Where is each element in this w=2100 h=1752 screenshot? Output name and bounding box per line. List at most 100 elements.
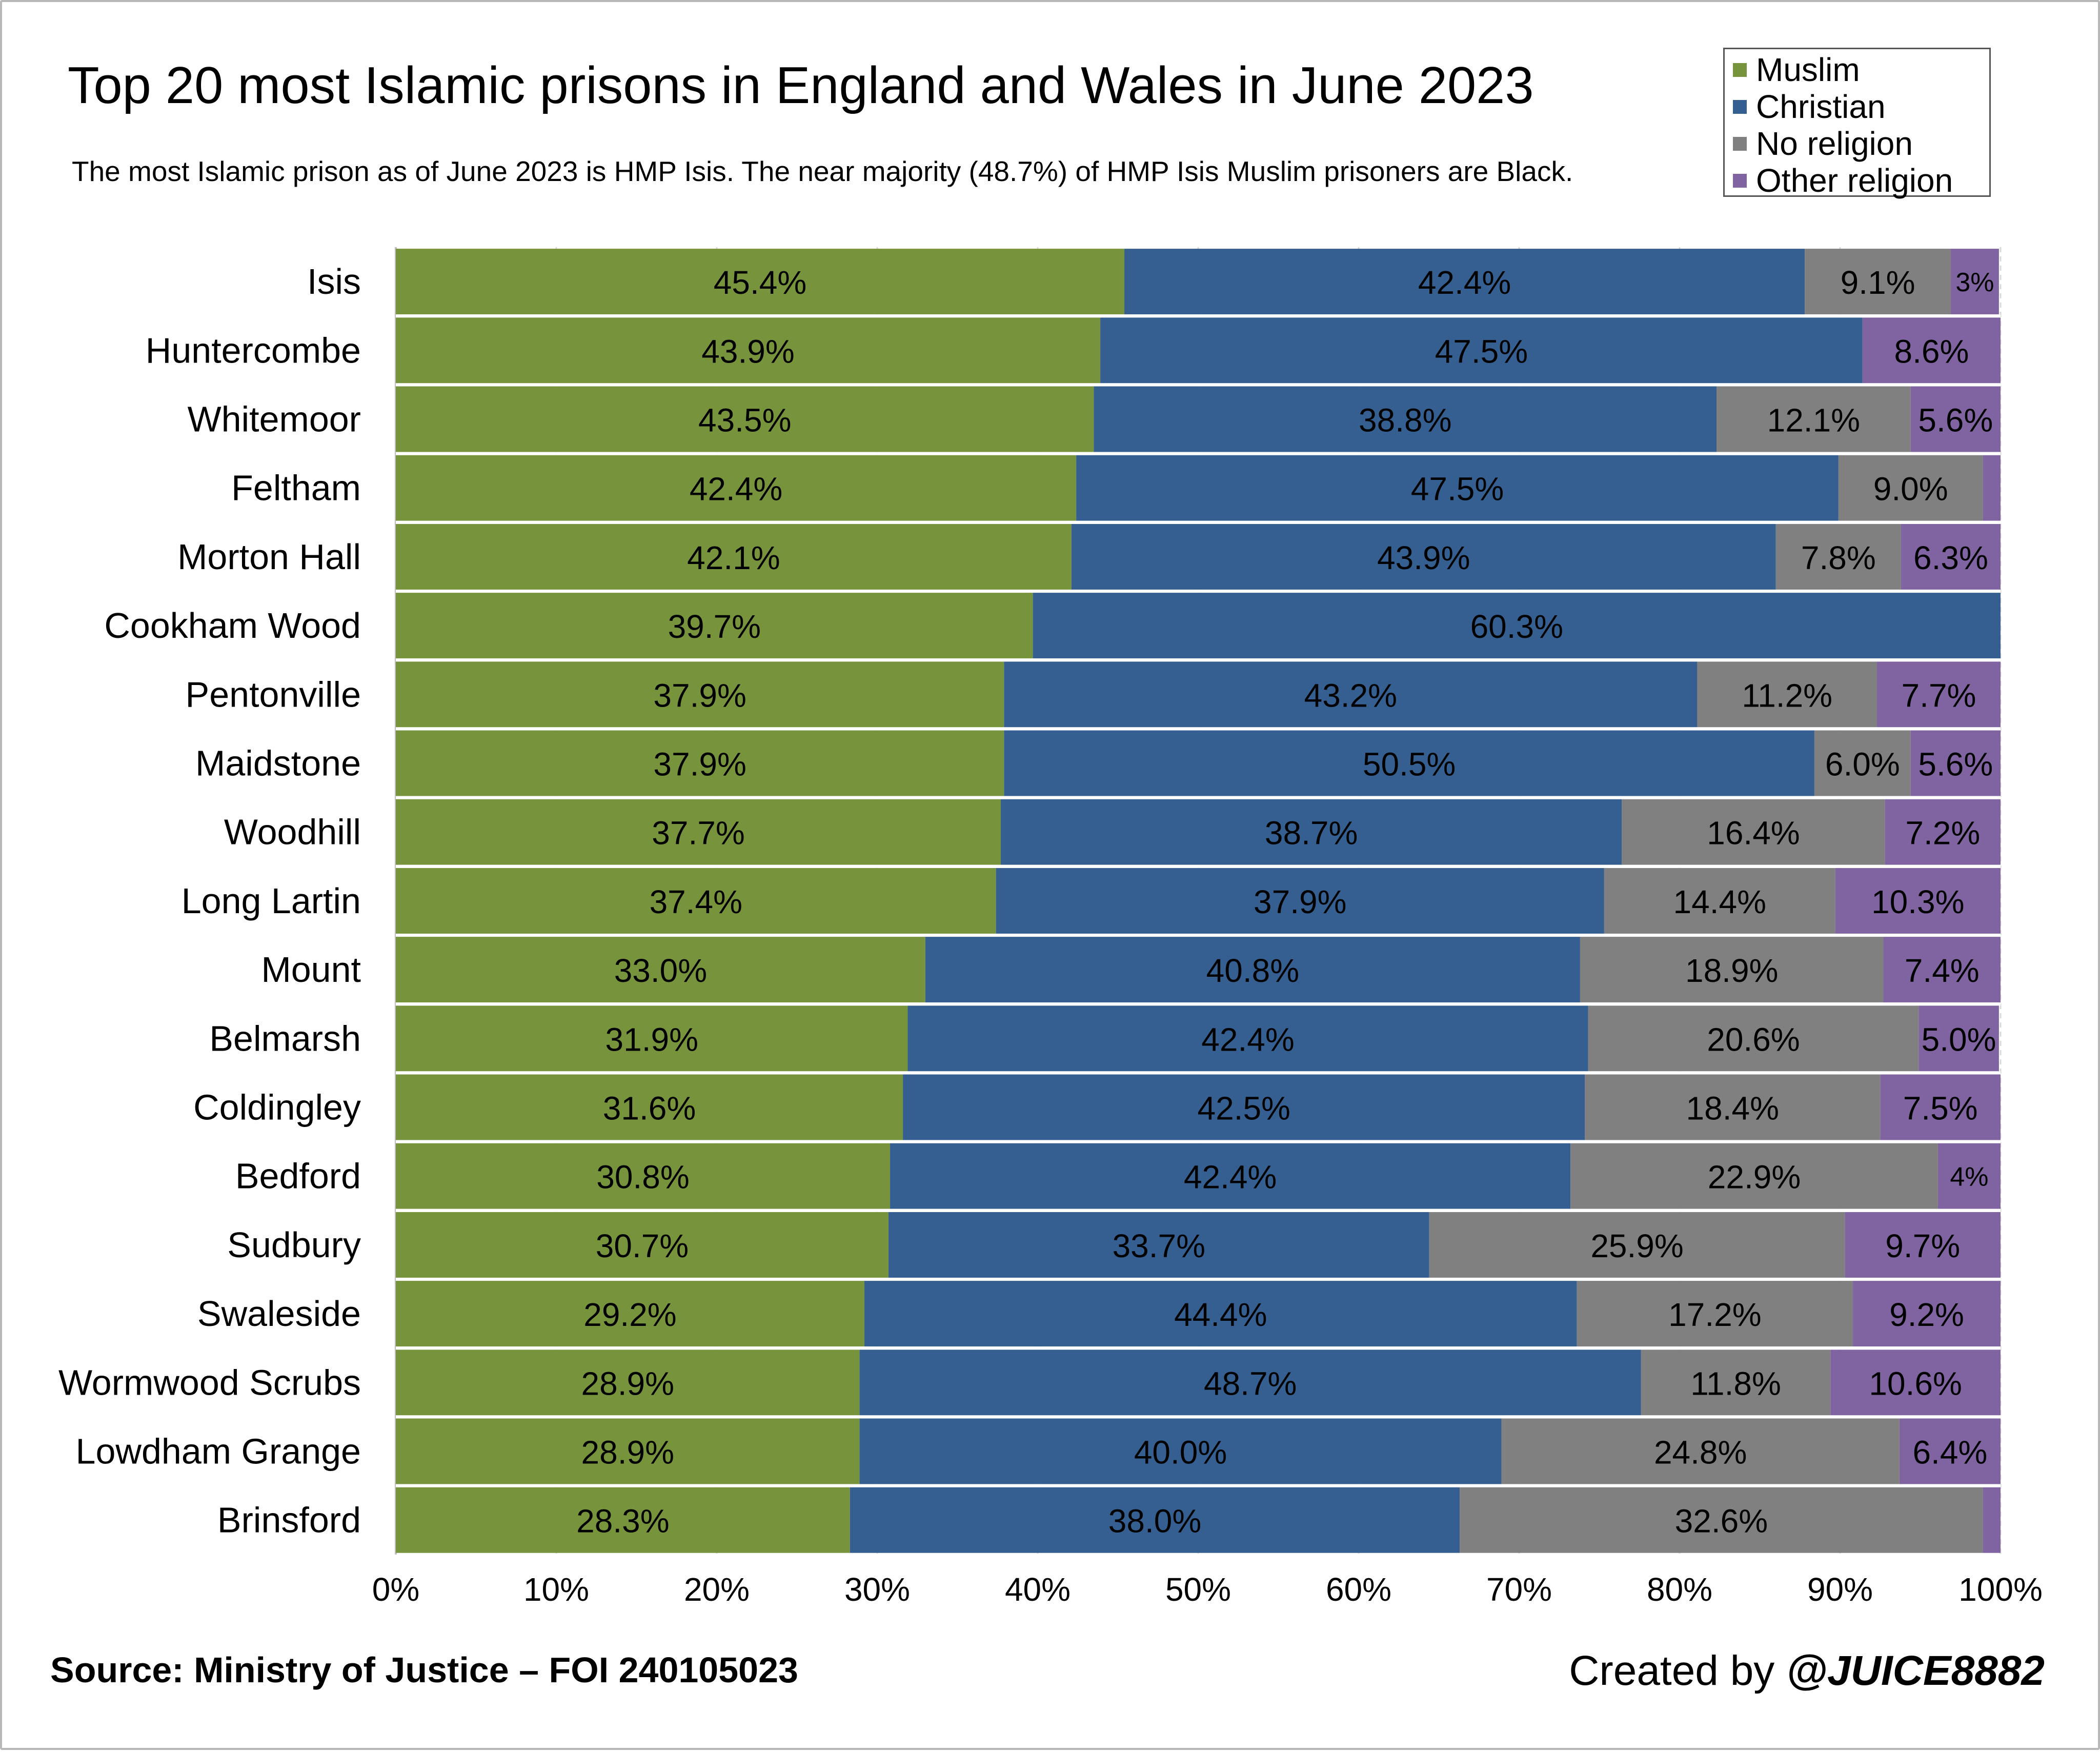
bar-segment [888,1212,1429,1278]
bar-segment [864,1281,1577,1347]
bar-segment [396,661,1004,728]
bar-segment [1697,661,1877,728]
category-label: Maidstone [195,743,361,783]
bar-segment [1501,1418,1900,1484]
legend-swatch-no-religion [1733,136,1747,151]
data-label: 40.0% [1134,1434,1227,1471]
data-label: 37.9% [653,677,746,714]
bar-segment [1585,1074,1881,1140]
category-label: Lowdham Grange [76,1432,361,1472]
bar-segment [396,1418,860,1484]
bar-segment [1862,317,2001,384]
bar-segment [1577,1281,1853,1347]
bar-segment [1876,661,2001,728]
bar-segment [907,1005,1588,1072]
x-tick-label: 100% [1958,1571,2043,1608]
source-note: Source: Ministry of Justice – FOI 240105… [50,1650,798,1690]
bar-segment [1830,1350,2001,1416]
bar-segment [396,1143,891,1209]
legend-swatch-other-religion [1733,173,1747,188]
bar-segment [396,868,996,934]
bar-segment [1641,1350,1831,1416]
data-label: 42.1% [687,539,780,576]
bar-segment [1950,249,1999,315]
x-tick-label: 10% [523,1571,589,1608]
data-label: 10.3% [1871,883,1964,920]
bar-segment [1094,386,1717,452]
legend-label-christian: Christian [1756,88,1886,125]
data-label: 42.4% [1418,264,1511,301]
x-tick-label: 60% [1326,1571,1391,1608]
legend-item-christian: Christian [1725,88,1989,125]
legend-item-no-religion: No religion [1725,125,1989,162]
data-label: 24.8% [1654,1434,1747,1471]
data-label: 7.4% [1905,952,1980,989]
legend-label-other-religion: Other religion [1756,162,1953,199]
legend-item-other-religion: Other religion [1725,162,1989,199]
category-label: Huntercombe [146,330,361,370]
data-label: 37.9% [1254,883,1346,920]
data-label: 37.4% [650,883,742,920]
bar-segment [996,868,1604,934]
x-tick-label: 20% [684,1571,750,1608]
bar-segment [1910,730,2001,796]
category-label: Whitemoor [188,399,361,439]
category-label: Bedford [235,1156,361,1196]
data-label: 9.7% [1885,1227,1960,1264]
bar-segment [1604,868,1835,934]
bar-segment [1004,661,1698,728]
data-label: 60.3% [1470,608,1563,645]
x-tick-label: 30% [844,1571,910,1608]
data-label: 42.4% [1201,1021,1294,1058]
bar-segment [1845,1212,2001,1278]
data-label: 17.2% [1668,1296,1761,1333]
bar-segment [1124,249,1805,315]
x-tick-label: 50% [1165,1571,1231,1608]
bar-segment [1033,593,2001,659]
bar-segment [1071,523,1776,590]
x-tick-label: 70% [1486,1571,1552,1608]
bar-segment [396,1350,860,1416]
data-label: 7.8% [1801,539,1876,576]
category-label: Wormwood Scrubs [58,1362,361,1402]
data-label: 48.7% [1204,1365,1297,1402]
bar-segment [396,1005,908,1072]
data-label: 37.7% [652,815,744,852]
bar-segment [1853,1281,2001,1347]
legend-swatch-muslim [1733,63,1747,77]
bar-segment [396,386,1094,452]
bar-segment [859,1350,1641,1416]
data-label: 7.7% [1902,677,1976,714]
bar-segment [396,937,925,1003]
data-label: 28.9% [581,1365,674,1402]
data-label: 8.6% [1894,333,1969,370]
data-label: 38.0% [1108,1503,1201,1540]
legend-label-muslim: Muslim [1756,51,1860,88]
data-label: 18.9% [1685,952,1778,989]
bar-segment [396,249,1125,315]
data-label: 5.0% [1922,1021,1996,1058]
bar-segment [1100,317,1863,384]
x-tick-label: 80% [1647,1571,1712,1608]
data-label: 28.3% [576,1503,669,1540]
bar-segment [1899,1418,2001,1484]
bar-segment [903,1074,1585,1140]
data-label: 6.4% [1912,1434,1987,1471]
data-label: 37.9% [653,746,746,783]
x-tick-labels: 0% 10% 20% 30% 40% 50% 60% 70% 80% 90% 100% [372,1571,2043,1608]
bar-segment [396,1487,850,1553]
bar-segment [1910,386,2001,452]
data-label: 4% [1950,1162,1988,1192]
bar-segment [1919,1005,1999,1072]
category-label: Woodhill [224,812,361,852]
bar-segment [396,593,1033,659]
bar-segment [1622,799,1885,865]
data-label: 11.2% [1742,677,1832,714]
data-label: 31.9% [605,1021,698,1058]
x-tick-label: 40% [1005,1571,1071,1608]
data-label: 7.2% [1905,815,1980,852]
chart-title: Top 20 most Islamic prisons in England a… [68,57,1534,114]
data-label: 30.8% [596,1159,689,1196]
legend-swatch-christian [1733,99,1747,114]
